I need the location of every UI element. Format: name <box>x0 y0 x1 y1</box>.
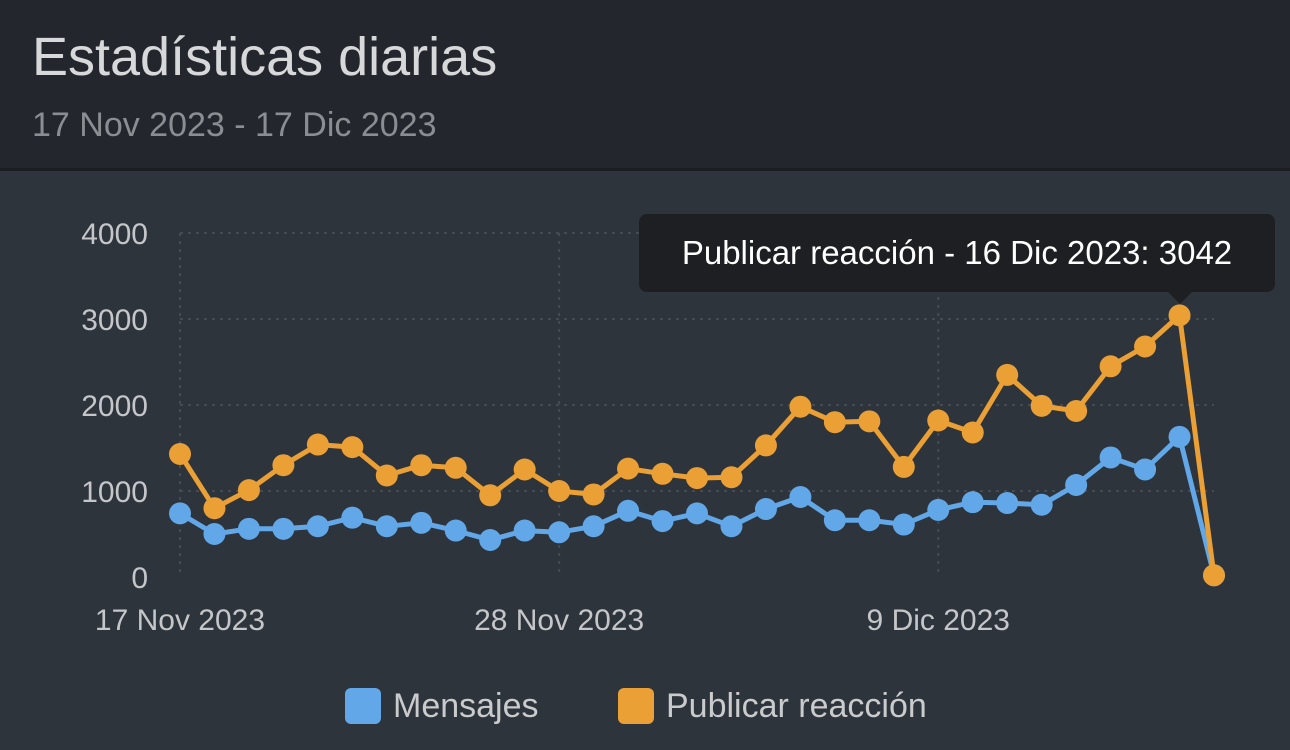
data-point-publicar-reaccion-21 <box>892 455 915 478</box>
data-point-publicar-reaccion-18 <box>789 395 812 418</box>
data-point-mensajes-11 <box>548 521 571 544</box>
data-point-publicar-reaccion-29 <box>1168 304 1191 327</box>
y-tick-label-3000: 3000 <box>81 304 148 337</box>
legend-swatch-mensajes <box>345 688 381 724</box>
data-point-mensajes-6 <box>375 515 398 538</box>
data-point-mensajes-25 <box>1030 493 1053 516</box>
data-point-publicar-reaccion-1 <box>203 497 226 520</box>
data-point-publicar-reaccion-19 <box>823 411 846 434</box>
x-tick-label-0: 17 Nov 2023 <box>95 604 265 637</box>
data-point-publicar-reaccion-6 <box>375 464 398 487</box>
data-point-mensajes-0 <box>169 502 191 525</box>
data-point-publicar-reaccion-27 <box>1099 355 1122 378</box>
data-point-mensajes-13 <box>617 499 640 522</box>
chart-tooltip: Publicar reacción - 16 Dic 2023: 3042 <box>639 214 1275 292</box>
data-point-publicar-reaccion-26 <box>1065 400 1088 423</box>
data-point-publicar-reaccion-25 <box>1030 394 1053 417</box>
data-point-publicar-reaccion-22 <box>927 409 950 432</box>
data-point-mensajes-8 <box>444 519 467 542</box>
data-point-mensajes-9 <box>479 529 502 552</box>
data-point-mensajes-29 <box>1168 425 1191 448</box>
data-point-mensajes-17 <box>754 498 777 521</box>
data-point-mensajes-23 <box>961 491 984 514</box>
data-point-mensajes-21 <box>892 513 915 536</box>
data-point-publicar-reaccion-20 <box>858 410 881 433</box>
data-point-publicar-reaccion-0 <box>169 443 191 466</box>
data-point-mensajes-18 <box>789 486 812 509</box>
data-point-publicar-reaccion-13 <box>617 457 640 480</box>
data-point-mensajes-15 <box>686 502 708 525</box>
data-point-mensajes-22 <box>927 498 950 521</box>
legend-swatch-publicar-reaccion <box>618 688 654 724</box>
data-point-mensajes-4 <box>306 515 329 538</box>
y-tick-label-4000: 4000 <box>81 218 148 251</box>
y-tick-label-2000: 2000 <box>81 390 148 423</box>
page-title: Estadísticas diarias <box>32 27 498 87</box>
data-point-mensajes-7 <box>410 511 433 534</box>
header: Estadísticas diarias 17 Nov 2023 - 17 Di… <box>0 0 1290 171</box>
legend-item-publicar-reaccion[interactable]: Publicar reacción <box>618 684 927 728</box>
data-point-mensajes-5 <box>341 506 364 529</box>
data-point-mensajes-26 <box>1065 473 1088 496</box>
data-point-mensajes-28 <box>1134 458 1157 481</box>
data-point-publicar-reaccion-9 <box>479 484 502 507</box>
legend-label-publicar-reaccion: Publicar reacción <box>666 686 927 725</box>
data-point-publicar-reaccion-15 <box>686 467 708 490</box>
data-point-publicar-reaccion-12 <box>582 483 605 506</box>
data-point-publicar-reaccion-10 <box>513 458 536 481</box>
data-point-mensajes-20 <box>858 509 881 532</box>
y-tick-label-1000: 1000 <box>81 476 148 509</box>
date-range: 17 Nov 2023 - 17 Dic 2023 <box>32 106 437 144</box>
x-tick-label-1: 28 Nov 2023 <box>474 604 644 637</box>
data-point-mensajes-3 <box>272 517 295 540</box>
data-point-publicar-reaccion-28 <box>1134 335 1157 358</box>
data-point-publicar-reaccion-16 <box>720 466 743 489</box>
data-point-mensajes-16 <box>720 515 743 538</box>
series-line-publicar-reaccion <box>177 312 1217 576</box>
data-point-publicar-reaccion-7 <box>410 454 433 477</box>
data-point-mensajes-27 <box>1099 446 1122 469</box>
data-point-mensajes-10 <box>513 519 536 542</box>
tooltip-arrow <box>1168 292 1192 304</box>
data-point-publicar-reaccion-11 <box>548 480 571 502</box>
data-point-publicar-reaccion-2 <box>237 479 260 502</box>
data-point-publicar-reaccion-30 <box>1203 564 1225 587</box>
data-point-mensajes-1 <box>203 523 226 545</box>
y-tick-label-0: 0 <box>131 562 148 595</box>
data-point-publicar-reaccion-8 <box>444 456 467 479</box>
data-point-publicar-reaccion-23 <box>961 421 984 444</box>
data-point-publicar-reaccion-24 <box>996 363 1019 386</box>
data-point-publicar-reaccion-14 <box>651 462 674 485</box>
data-point-mensajes-2 <box>237 517 260 540</box>
x-tick-label-2: 9 Dic 2023 <box>867 604 1010 637</box>
data-point-publicar-reaccion-5 <box>341 436 364 459</box>
chart-legend: Mensajes Publicar reacción <box>0 684 1290 728</box>
legend-label-mensajes: Mensajes <box>393 686 539 725</box>
data-point-publicar-reaccion-17 <box>754 434 777 457</box>
data-point-publicar-reaccion-3 <box>272 454 295 477</box>
data-point-mensajes-19 <box>823 509 846 532</box>
data-point-mensajes-14 <box>651 510 674 533</box>
data-point-mensajes-12 <box>582 515 605 538</box>
legend-item-mensajes[interactable]: Mensajes <box>345 684 539 728</box>
data-point-mensajes-24 <box>996 492 1019 515</box>
data-point-publicar-reaccion-4 <box>306 433 329 456</box>
